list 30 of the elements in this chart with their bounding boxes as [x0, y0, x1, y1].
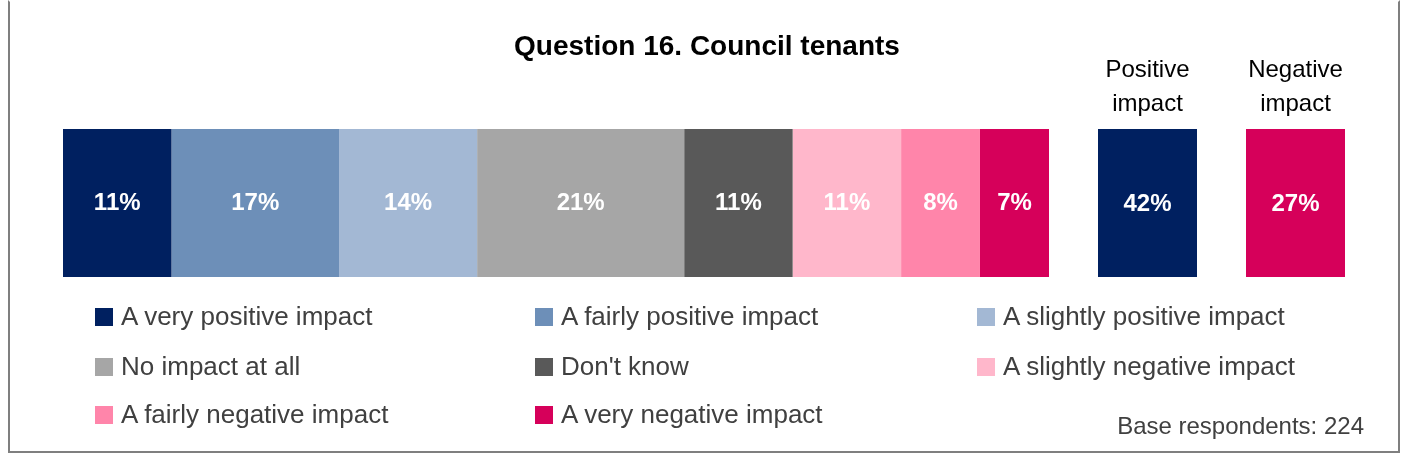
legend-label: A very negative impact	[561, 399, 823, 430]
data-label: 17%	[231, 187, 280, 215]
data-label: 11%	[823, 187, 871, 215]
data-label: 21%	[556, 187, 605, 215]
category-label: Negative impact	[1247, 54, 1344, 118]
legend-label: No impact at all	[121, 351, 301, 382]
data-label: 42%	[1098, 129, 1197, 277]
data-label: 14%	[384, 187, 433, 215]
text: Base respondents: 224	[1117, 412, 1364, 440]
legend-label: A slightly negative impact	[1003, 351, 1295, 382]
data-label: 7%	[997, 187, 1032, 215]
legend-label: A slightly positive impact	[1003, 301, 1285, 332]
legend-label: A fairly negative impact	[121, 399, 389, 430]
data-label: 8%	[923, 187, 958, 215]
bar	[63, 129, 172, 277]
data-label: 11%	[715, 187, 762, 215]
data-label: 11%	[93, 187, 141, 215]
bar	[477, 129, 685, 277]
legend-label: Don't know	[561, 351, 689, 382]
bar	[792, 129, 902, 277]
bar	[901, 129, 980, 277]
bar	[684, 129, 793, 277]
chart-title: Question 16. Council tenants	[514, 30, 900, 61]
legend-label: A fairly positive impact	[561, 301, 819, 332]
category-label: Positive impact	[1104, 54, 1191, 118]
bar	[339, 129, 478, 277]
bar	[171, 129, 340, 277]
bar	[979, 129, 1049, 277]
data-label: 27%	[1246, 129, 1345, 277]
legend-label: A very positive impact	[121, 301, 373, 332]
